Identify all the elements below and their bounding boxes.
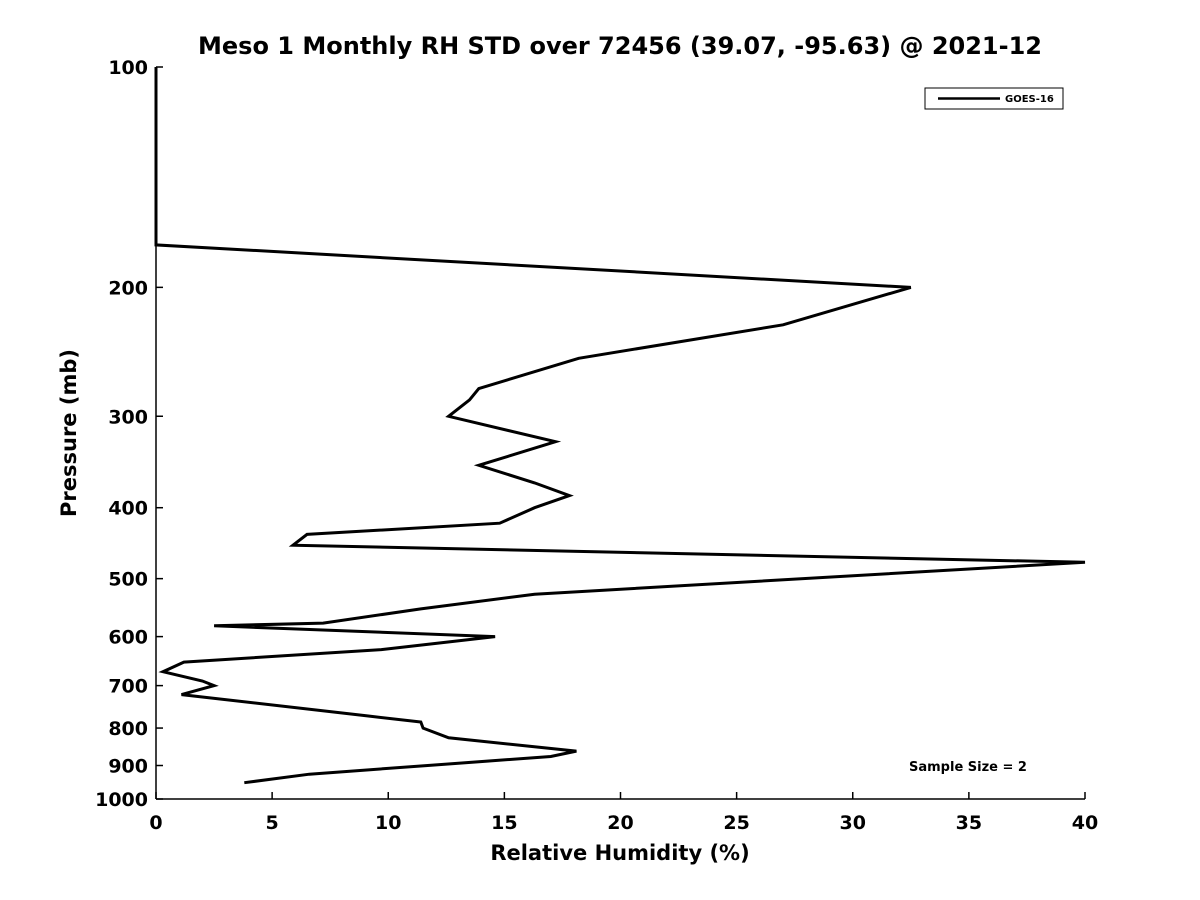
x-tick-label: 0 xyxy=(149,812,162,834)
x-tick-label: 5 xyxy=(266,812,279,834)
legend: GOES-16 xyxy=(924,87,1064,110)
x-tick-label: 30 xyxy=(840,812,866,834)
series-line-goes-16 xyxy=(154,67,1086,785)
x-tick-label: 40 xyxy=(1072,812,1098,834)
y-axis-ticks: 100 200 300 400 500 600 700 800 900 1000 xyxy=(95,57,163,811)
plot-axes xyxy=(155,67,1085,800)
x-axis-label: Relative Humidity (%) xyxy=(490,841,749,865)
y-tick-label: 300 xyxy=(108,406,148,428)
y-axis-label: Pressure (mb) xyxy=(57,349,81,517)
y-tick-label: 400 xyxy=(108,498,148,520)
y-tick-label: 900 xyxy=(108,756,148,778)
x-tick-label: 25 xyxy=(723,812,749,834)
y-tick-label: 700 xyxy=(108,676,148,698)
x-axis-ticks: 0 5 10 15 20 25 30 35 40 xyxy=(149,792,1098,834)
legend-entry-goes-16: GOES-16 xyxy=(1005,94,1054,105)
sample-size-annotation: Sample Size = 2 xyxy=(909,760,1027,775)
chart-title: Meso 1 Monthly RH STD over 72456 (39.07,… xyxy=(198,32,1042,60)
y-tick-label: 1000 xyxy=(95,789,148,811)
series-layer xyxy=(154,67,1086,785)
y-tick-label: 100 xyxy=(108,57,148,79)
y-tick-label: 500 xyxy=(108,569,148,591)
y-tick-label: 600 xyxy=(108,627,148,649)
x-tick-label: 15 xyxy=(491,812,517,834)
x-tick-label: 35 xyxy=(956,812,982,834)
x-tick-label: 20 xyxy=(607,812,633,834)
y-tick-label: 800 xyxy=(108,718,148,740)
y-tick-label: 200 xyxy=(108,277,148,299)
x-tick-label: 10 xyxy=(375,812,401,834)
